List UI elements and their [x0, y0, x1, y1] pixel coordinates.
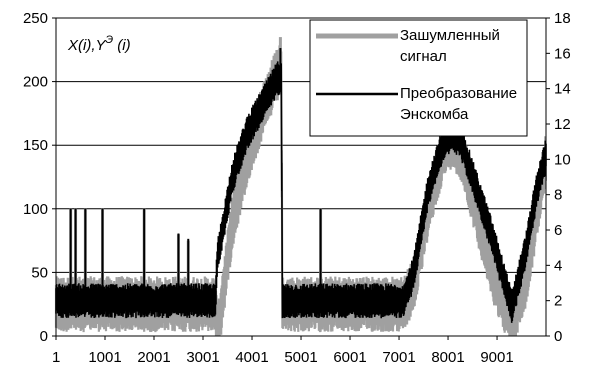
- annotation-base: X(i),Y: [67, 37, 106, 54]
- left-tick-label: 150: [23, 137, 48, 154]
- right-tick-label: 4: [554, 257, 562, 274]
- right-tick-label: 18: [554, 10, 571, 27]
- left-y-axis: 0 50 100 150 200 250: [23, 10, 56, 345]
- right-tick-label: 2: [554, 293, 562, 310]
- x-axis: 1 1001 2001 3001 4001 5001 6001 7001 8001 9001: [52, 336, 514, 366]
- right-tick-label: 16: [554, 45, 571, 62]
- annotation-tail: (i): [113, 37, 131, 54]
- left-tick-label: 200: [23, 74, 48, 91]
- x-tick-label: 4001: [235, 349, 268, 366]
- annotation-sup: Э: [106, 34, 114, 46]
- series-line-1: [55, 61, 547, 323]
- legend-label-noisy-line-2: сигнал: [400, 48, 447, 65]
- x-tick-label: 2001: [137, 349, 170, 366]
- right-tick-label: 0: [554, 328, 562, 345]
- left-tick-label: 50: [31, 264, 48, 281]
- right-tick-label: 14: [554, 81, 571, 98]
- right-tick-label: 8: [554, 187, 562, 204]
- series-layer: [54, 37, 547, 337]
- legend: Зашумленный сигнал Преобразование Энском…: [309, 19, 528, 137]
- x-tick-label: 5001: [284, 349, 317, 366]
- x-tick-label: 8001: [431, 349, 464, 366]
- x-tick-label: 6001: [333, 349, 366, 366]
- legend-box: [309, 19, 528, 137]
- right-tick-label: 10: [554, 151, 571, 168]
- right-y-axis: 0 2 4 6 8 10 12 14 16 18: [546, 10, 571, 345]
- axis-annotation: X(i),YЭ (i): [67, 34, 131, 54]
- left-tick-label: 250: [23, 10, 48, 27]
- right-tick-label: 12: [554, 116, 571, 133]
- left-tick-label: 0: [40, 328, 48, 345]
- x-tick-label: 7001: [382, 349, 415, 366]
- x-tick-label: 3001: [186, 349, 219, 366]
- left-tick-label: 100: [23, 201, 48, 218]
- x-tick-label: 9001: [480, 349, 513, 366]
- right-tick-label: 6: [554, 222, 562, 239]
- legend-label-anscombe-line-2: Энскомба: [400, 106, 469, 123]
- x-tick-label: 1001: [88, 349, 121, 366]
- legend-label-noisy-line-1: Зашумленный: [400, 27, 500, 44]
- legend-label-anscombe-line-1: Преобразование: [400, 85, 517, 102]
- x-tick-label: 1: [52, 349, 60, 366]
